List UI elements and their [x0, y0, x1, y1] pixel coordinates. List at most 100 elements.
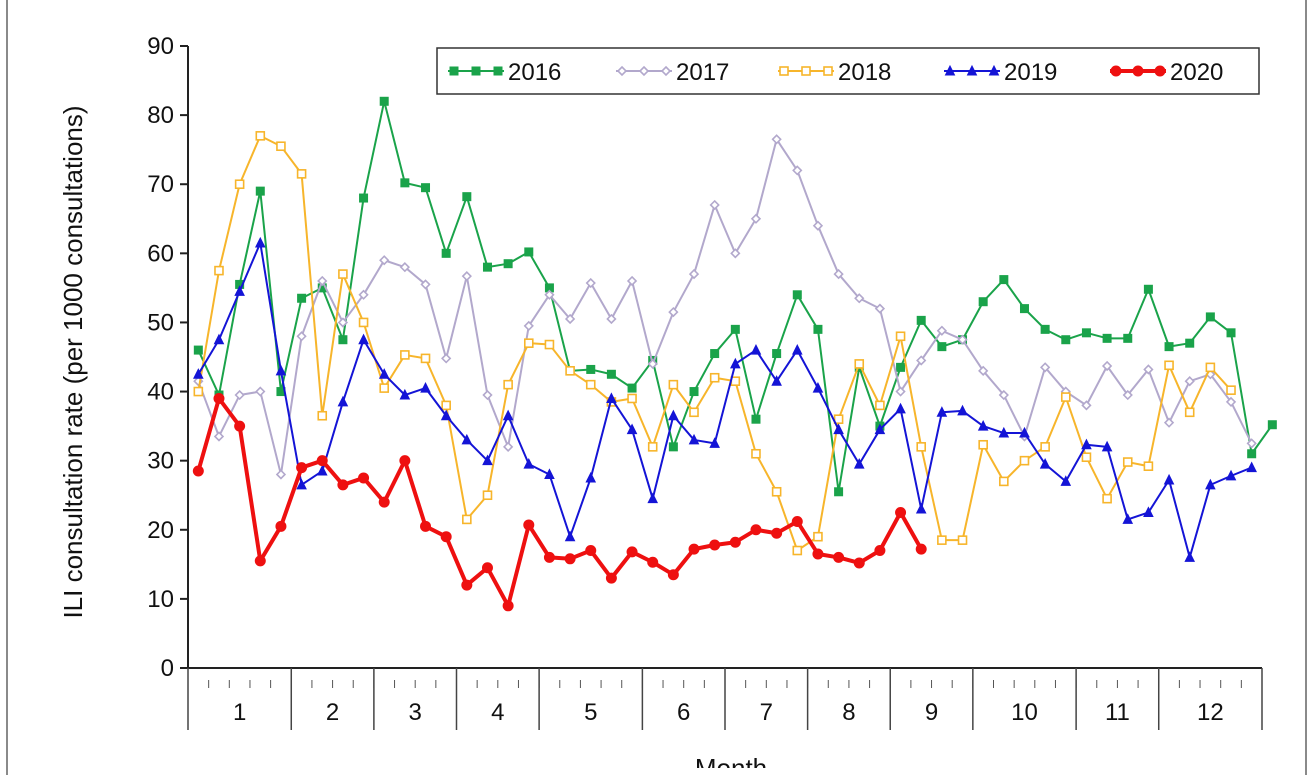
data-point: [420, 353, 431, 364]
data-point: [823, 66, 833, 76]
data-point: [441, 400, 451, 411]
data-point: [461, 271, 472, 282]
legend-label: 2019: [1004, 59, 1057, 86]
data-point: [710, 349, 720, 359]
data-point: [1164, 360, 1174, 371]
data-point: [503, 379, 513, 390]
data-point: [668, 306, 679, 318]
data-point: [1205, 362, 1216, 373]
data-point: [801, 66, 811, 76]
data-point: [275, 469, 287, 480]
series-line: [196, 396, 923, 608]
data-point: [482, 262, 492, 272]
data-point: [482, 454, 493, 466]
data-point: [358, 317, 369, 328]
data-point: [1040, 324, 1050, 334]
data-point: [481, 562, 493, 574]
data-point: [1205, 478, 1216, 490]
data-point: [771, 134, 782, 145]
data-point: [544, 289, 555, 300]
legend-label: 2017: [676, 59, 729, 86]
series-2017: [193, 134, 1257, 480]
data-point: [988, 64, 1000, 76]
data-point: [338, 269, 348, 279]
data-point: [709, 372, 720, 383]
data-point: [337, 317, 349, 328]
data-point: [379, 383, 390, 393]
data-point: [957, 535, 968, 545]
data-point: [255, 386, 266, 397]
data-point: [915, 502, 927, 514]
data-point: [667, 569, 679, 581]
data-point: [750, 343, 762, 355]
x-axis-title: Month: [695, 753, 767, 768]
data-point: [689, 407, 699, 418]
data-point: [771, 527, 783, 539]
data-point: [337, 479, 349, 491]
month-label: 7: [760, 699, 773, 726]
data-point: [792, 290, 802, 300]
data-point: [316, 455, 328, 467]
data-point: [812, 220, 824, 231]
data-point: [916, 315, 926, 325]
month-label: 1: [233, 699, 246, 726]
data-point: [441, 248, 451, 258]
data-point: [853, 458, 865, 469]
data-point: [833, 423, 844, 435]
data-point: [957, 404, 968, 416]
data-point: [833, 414, 844, 425]
y-tick-label: 50: [147, 309, 174, 336]
y-tick-label: 90: [147, 33, 174, 60]
data-point: [275, 364, 287, 376]
data-point: [978, 297, 988, 307]
data-point: [1246, 461, 1257, 473]
series-2019: [193, 236, 1257, 562]
data-point: [1081, 328, 1091, 338]
data-point: [853, 557, 865, 569]
month-label: 2: [326, 699, 339, 726]
data-point: [999, 476, 1009, 487]
legend-label: 2020: [1170, 59, 1223, 86]
data-point: [523, 338, 534, 348]
data-point: [647, 358, 658, 370]
data-point: [875, 400, 885, 411]
data-point: [1081, 438, 1092, 450]
data-point: [193, 368, 204, 379]
data-point: [813, 324, 823, 334]
legend-item-2016: 2016: [448, 59, 561, 86]
data-point: [1102, 333, 1112, 343]
data-point: [1225, 396, 1237, 408]
data-point: [523, 320, 534, 332]
data-point: [1154, 65, 1166, 77]
data-point: [378, 368, 390, 379]
data-point: [234, 285, 245, 296]
data-point: [668, 409, 679, 421]
data-point: [895, 386, 906, 397]
data-point: [482, 389, 493, 401]
data-point: [1163, 417, 1175, 428]
data-point: [812, 381, 824, 393]
data-point: [1246, 438, 1257, 449]
data-point: [379, 255, 390, 266]
data-point: [503, 259, 513, 269]
data-point: [1061, 335, 1071, 345]
data-point: [544, 339, 555, 350]
month-label: 12: [1197, 699, 1224, 726]
month-label: 11: [1105, 699, 1130, 726]
data-point: [1132, 65, 1144, 77]
data-point: [1060, 475, 1072, 486]
data-point: [399, 262, 410, 273]
data-point: [234, 420, 246, 432]
data-point: [750, 213, 762, 224]
data-point: [1081, 400, 1092, 411]
data-point: [729, 536, 741, 548]
data-point: [586, 364, 596, 374]
data-point: [564, 553, 576, 565]
data-point: [503, 441, 514, 452]
data-point: [359, 193, 369, 203]
data-point: [977, 419, 989, 431]
y-tick-label: 70: [147, 171, 174, 198]
data-point: [895, 331, 906, 342]
data-point: [462, 514, 472, 525]
data-point: [1226, 385, 1236, 395]
